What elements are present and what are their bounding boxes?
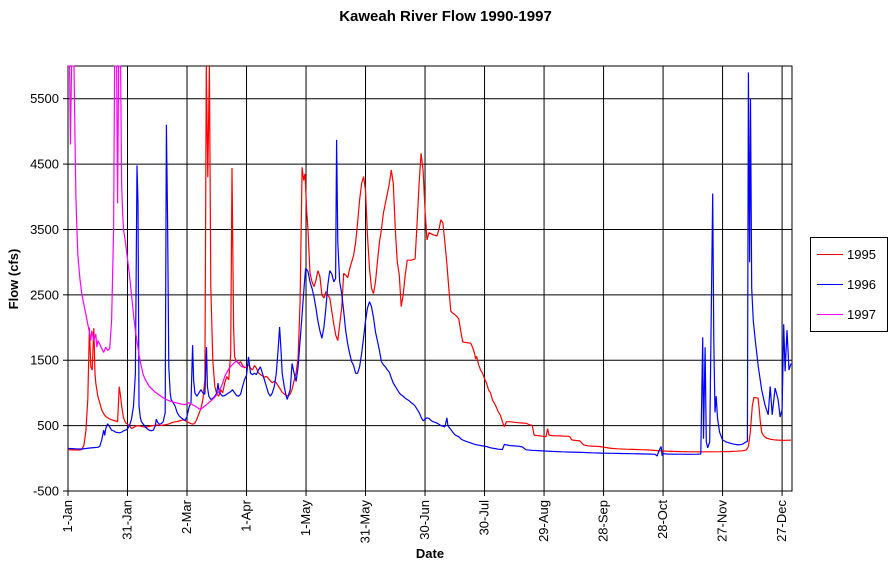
- x-tick-label: 1-Jan: [60, 500, 75, 533]
- y-tick-label: -500: [33, 484, 59, 499]
- x-tick-label: 30-Jun: [417, 500, 432, 540]
- series-line-1995: [68, 65, 792, 453]
- y-tick-label: 5500: [30, 91, 59, 106]
- legend-label-1995: 1995: [847, 247, 876, 263]
- y-axis-title: Flow (cfs): [6, 248, 21, 310]
- x-tick-label: 27-Nov: [715, 500, 730, 542]
- x-tick-label: 28-Sep: [596, 500, 611, 542]
- x-tick-label: 1-Apr: [239, 499, 254, 531]
- legend-label-1997: 1997: [847, 306, 876, 322]
- legend-item-1997: 1997: [811, 308, 887, 321]
- legend-line-sample-1995: [817, 254, 843, 256]
- legend-label-1996: 1996: [847, 276, 876, 292]
- legend-item-1995: 1995: [811, 248, 887, 261]
- y-tick-label: 2500: [30, 287, 59, 302]
- legend: 1995 1996 1997: [810, 237, 888, 332]
- x-tick-label: 31-Jan: [120, 500, 135, 540]
- y-tick-label: 1500: [30, 353, 59, 368]
- legend-line-sample-1997: [817, 313, 843, 315]
- chart-title: Kaweah River Flow 1990-1997: [339, 8, 552, 25]
- x-tick-label: 27-Dec: [774, 500, 789, 542]
- x-tick-label: 1-May: [298, 500, 313, 537]
- y-tick-label: 4500: [30, 157, 59, 172]
- y-tick-label: 500: [37, 418, 59, 433]
- series-line-1997: [68, 65, 245, 410]
- y-tick-label: 3500: [30, 222, 59, 237]
- x-tick-label: 28-Oct: [655, 500, 670, 539]
- x-tick-label: 30-Jul: [477, 500, 492, 536]
- x-tick-label: 31-May: [358, 500, 373, 544]
- series-line-1996: [68, 72, 792, 457]
- legend-line-sample-1996: [817, 283, 843, 285]
- plot-border: [67, 65, 793, 492]
- x-tick-label: 29-Aug: [536, 500, 551, 542]
- legend-item-1996: 1996: [811, 278, 887, 291]
- x-tick-label: 2-Mar: [179, 499, 194, 534]
- x-axis-title: Date: [415, 546, 445, 561]
